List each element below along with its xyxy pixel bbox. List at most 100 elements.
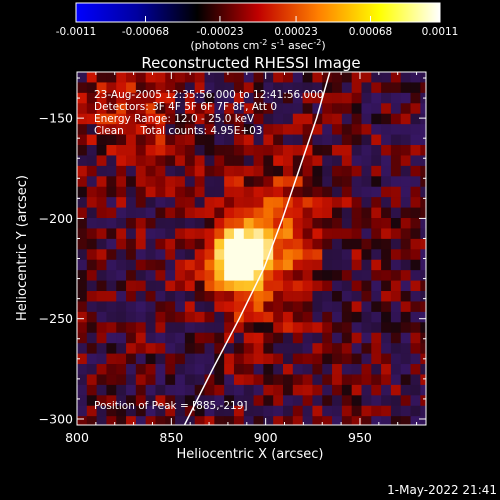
image-pixel xyxy=(283,218,294,230)
image-pixel xyxy=(390,228,402,240)
image-pixel xyxy=(263,395,274,407)
image-pixel xyxy=(155,353,166,365)
image-pixel xyxy=(283,145,294,157)
image-pixel xyxy=(263,405,274,417)
image-pixel xyxy=(204,395,215,407)
image-pixel xyxy=(420,270,426,282)
annotation-time: 23-Aug-2005 12:35:56.000 to 12:41:56.000 xyxy=(94,89,324,101)
image-pixel xyxy=(77,82,88,94)
image-pixel xyxy=(135,270,147,282)
image-pixel xyxy=(322,384,333,396)
image-pixel xyxy=(204,145,215,157)
image-pixel xyxy=(253,322,264,334)
image-pixel xyxy=(381,124,392,136)
image-pixel xyxy=(233,197,245,209)
image-pixel xyxy=(371,353,382,365)
image-pixel xyxy=(135,124,147,136)
image-pixel xyxy=(145,82,157,94)
image-pixel xyxy=(410,124,421,136)
annotation-detectors: Detectors: 3F 4F 5F 6F 7F 8F, Att 0 xyxy=(94,101,277,113)
image-pixel xyxy=(224,113,235,125)
image-pixel xyxy=(233,207,245,219)
image-pixel xyxy=(273,395,284,407)
image-pixel xyxy=(224,82,235,94)
image-pixel xyxy=(283,280,294,292)
image-pixel xyxy=(86,395,98,407)
image-pixel xyxy=(116,238,127,250)
image-pixel xyxy=(253,353,264,365)
image-pixel xyxy=(214,384,225,396)
image-pixel xyxy=(400,416,412,425)
image-pixel xyxy=(194,186,206,198)
image-pixel xyxy=(224,259,235,271)
image-pixel xyxy=(135,322,147,334)
image-pixel xyxy=(420,72,426,84)
image-pixel xyxy=(96,197,108,209)
image-pixel xyxy=(155,311,166,323)
image-pixel xyxy=(273,364,284,376)
image-pixel xyxy=(224,207,235,219)
image-pixel xyxy=(155,364,166,376)
image-pixel xyxy=(263,165,274,177)
image-pixel xyxy=(341,218,353,230)
image-pixel xyxy=(77,332,88,344)
image-pixel xyxy=(420,124,426,136)
image-pixel xyxy=(126,207,137,219)
image-pixel xyxy=(204,301,215,313)
image-pixel xyxy=(371,124,382,136)
image-pixel xyxy=(332,364,343,376)
image-pixel xyxy=(224,311,235,323)
image-pixel xyxy=(194,134,206,146)
image-pixel xyxy=(351,291,363,303)
image-pixel xyxy=(381,103,392,115)
y-tick-label: −300 xyxy=(39,411,73,426)
colorbar-tick-label: -0.00023 xyxy=(196,26,243,38)
image-pixel xyxy=(312,165,323,177)
image-pixel xyxy=(302,207,314,219)
image-pixel xyxy=(302,249,314,261)
image-pixel xyxy=(116,384,127,396)
image-pixel xyxy=(126,103,137,115)
image-pixel xyxy=(135,311,147,323)
info-annotations: 23-Aug-2005 12:35:56.000 to 12:41:56.000… xyxy=(94,89,324,412)
image-pixel xyxy=(292,103,304,115)
image-pixel xyxy=(253,311,264,323)
image-pixel xyxy=(214,197,225,209)
image-pixel xyxy=(283,186,294,198)
image-pixel xyxy=(361,218,372,230)
image-pixel xyxy=(96,134,108,146)
image-pixel xyxy=(351,145,363,157)
image-pixel xyxy=(214,322,225,334)
image-pixel xyxy=(233,343,245,355)
image-pixel xyxy=(253,92,264,104)
image-pixel xyxy=(400,259,412,271)
image-pixel xyxy=(420,103,426,115)
image-pixel xyxy=(214,416,225,425)
image-pixel xyxy=(184,134,196,146)
image-pixel xyxy=(312,353,323,365)
image-pixel xyxy=(175,249,186,261)
image-pixel xyxy=(233,364,245,376)
image-pixel xyxy=(312,364,323,376)
image-pixel xyxy=(96,72,108,84)
image-pixel xyxy=(361,353,372,365)
image-pixel xyxy=(243,165,255,177)
image-pixel xyxy=(322,218,333,230)
image-pixel xyxy=(283,82,294,94)
image-pixel xyxy=(390,145,402,157)
image-pixel xyxy=(126,228,137,240)
image-pixel xyxy=(302,82,314,94)
image-pixel xyxy=(175,364,186,376)
image-pixel xyxy=(273,207,284,219)
image-pixel xyxy=(243,186,255,198)
image-pixel xyxy=(263,218,274,230)
image-pixel xyxy=(420,176,426,188)
image-pixel xyxy=(194,322,206,334)
image-pixel xyxy=(253,405,264,417)
image-pixel xyxy=(106,238,117,250)
image-pixel xyxy=(322,332,333,344)
image-pixel xyxy=(253,155,264,167)
image-pixel xyxy=(233,155,245,167)
image-pixel xyxy=(263,82,274,94)
colorbar: -0.0011 -0.00068 -0.00023 0.00023 0.00068 0.0… xyxy=(56,2,458,52)
